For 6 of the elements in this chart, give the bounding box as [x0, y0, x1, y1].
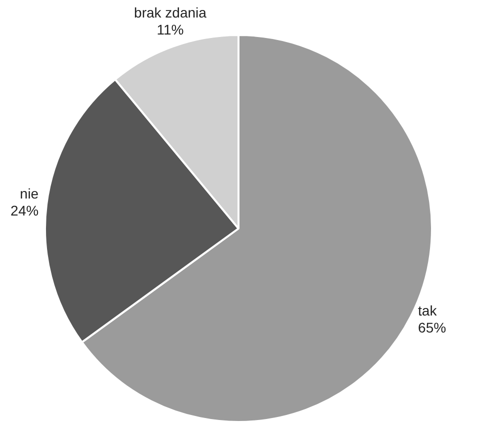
data-label: 24% — [10, 202, 39, 219]
slice-label: tak — [418, 302, 438, 318]
slice-label: brak zdania — [134, 4, 207, 20]
data-label: 11% — [156, 21, 184, 38]
slice-label: nie — [20, 186, 39, 202]
data-label: 65% — [418, 319, 446, 336]
